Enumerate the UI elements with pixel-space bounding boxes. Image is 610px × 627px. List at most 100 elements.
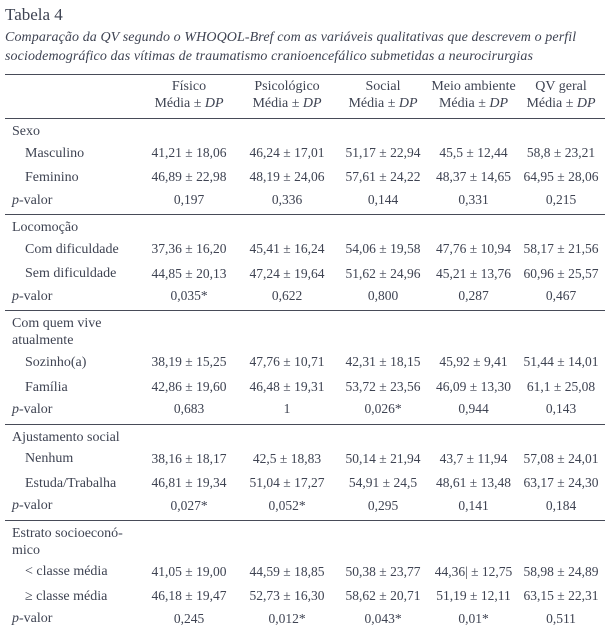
p-italic: p — [12, 498, 19, 514]
p-value-label: p-valor — [5, 287, 140, 311]
value-cell: 58,8 ± 23,21 — [526, 144, 596, 160]
value-cell: 51,19 ± 12,11 — [436, 588, 511, 604]
row-label: Sozinho(a) — [25, 355, 87, 371]
section-com-quem-vive: Com quem vive atualmente Sozinho(a) 38,1… — [5, 310, 605, 424]
value-cell: 54,91 ± 24,5 — [348, 475, 418, 491]
section-category: Com quem vive atualmente — [5, 310, 605, 352]
section-sexo: Sexo Masculino 41,21 ± 18,06 46,24 ± 17,… — [5, 117, 605, 214]
p-value-label: p-valor — [5, 400, 140, 424]
value-cell: 48,61 ± 13,48 — [436, 475, 511, 491]
value-cell: 44,59 ± 18,85 — [249, 563, 325, 579]
value-cell: 42,86 ± 19,60 — [151, 378, 227, 394]
column-header-fisico: Físico Média ± DP — [140, 74, 238, 119]
value-cell: 58,17 ± 21,56 — [523, 241, 599, 257]
p-value-row: p-valor 0,035* 0,622 0,800 0,287 0,467 — [5, 287, 605, 311]
column-label: Físico — [171, 78, 207, 94]
table-row: Estuda/Trabalha 46,81 ± 19,34 51,04 ± 17… — [5, 472, 605, 497]
p-value-cell: 1 — [283, 401, 291, 417]
value-cell: 46,24 ± 17,01 — [249, 144, 325, 160]
section-category: Locomoção — [5, 214, 605, 238]
p-value-cell: 0,245 — [173, 610, 205, 626]
p-rest: -valor — [19, 611, 53, 627]
section-category: Sexo — [5, 117, 605, 142]
p-italic: p — [12, 288, 19, 304]
value-cell: 44,36| ± 12,75 — [434, 563, 513, 579]
column-label: Psicológico — [254, 78, 320, 94]
p-rest: -valor — [19, 402, 53, 418]
table-row: Sozinho(a) 38,19 ± 15,25 47,76 ± 10,71 4… — [5, 351, 605, 376]
p-value-cell: 0,144 — [367, 191, 399, 207]
section-category-row: Locomoção — [5, 214, 605, 238]
table-caption: Comparação da QV segundo o WHOQOL-Bref c… — [5, 30, 577, 64]
comparison-table: Físico Média ± DP Psicológico Média ± DP… — [5, 73, 605, 627]
subheader-media: Média ± — [438, 96, 490, 112]
column-label: QV geral — [535, 78, 587, 94]
section-category-row: Estrato socioeconó- mico — [5, 519, 605, 561]
p-value-cell: 0,012* — [268, 610, 306, 626]
value-cell: 46,81 ± 19,34 — [151, 475, 227, 491]
subheader-dp: DP — [204, 96, 224, 112]
value-cell: 47,76 ± 10,94 — [436, 241, 511, 257]
p-value-cell: 0,511 — [546, 610, 576, 626]
table-title: Tabela 4 — [5, 5, 63, 24]
header-row: Físico Média ± DP Psicológico Média ± DP… — [5, 74, 605, 119]
value-cell: 51,17 ± 22,94 — [345, 144, 421, 160]
value-cell: 47,76 ± 10,71 — [249, 354, 325, 370]
p-value-cell: 0,287 — [458, 288, 489, 304]
value-cell: 38,16 ± 18,17 — [151, 450, 227, 466]
table-row: ≥ classe média 46,18 ± 19,47 52,73 ± 16,… — [5, 585, 605, 610]
p-value-cell: 0,331 — [458, 191, 489, 207]
value-cell: 48,37 ± 14,65 — [436, 169, 511, 185]
value-cell: 52,73 ± 16,30 — [249, 588, 325, 604]
table-row: Família 42,86 ± 19,60 46,48 ± 19,31 53,7… — [5, 376, 605, 401]
subheader-dp: DP — [576, 96, 596, 112]
value-cell: 46,89 ± 22,98 — [151, 169, 227, 185]
table-row: Masculino 41,21 ± 18,06 46,24 ± 17,01 51… — [5, 142, 605, 167]
p-value-cell: 0,043* — [364, 610, 402, 626]
p-value-cell: 0,197 — [173, 191, 205, 207]
section-category-row: Ajustamento social — [5, 423, 605, 448]
value-cell: 44,85 ± 20,13 — [151, 265, 227, 281]
table-row: Nenhum 38,16 ± 18,17 42,5 ± 18,83 50,14 … — [5, 447, 605, 472]
section-ajustamento-social: Ajustamento social Nenhum 38,16 ± 18,17 … — [5, 423, 605, 520]
value-cell: 58,62 ± 20,71 — [345, 588, 421, 604]
value-cell: 37,36 ± 16,20 — [151, 241, 227, 257]
value-cell: 38,19 ± 15,25 — [151, 354, 227, 370]
p-italic: p — [12, 611, 19, 627]
column-header-meio-ambiente: Meio ambiente Média ± DP — [430, 74, 517, 119]
p-italic: p — [12, 402, 19, 418]
value-cell: 53,72 ± 23,56 — [345, 378, 421, 394]
p-value-label: p-valor — [5, 609, 140, 627]
p-italic: p — [12, 192, 19, 208]
p-value-cell: 0,295 — [367, 497, 399, 513]
value-cell: 48,19 ± 24,06 — [249, 169, 325, 185]
subheader-dp: DP — [302, 96, 322, 112]
value-cell: 54,06 ± 19,58 — [345, 241, 421, 257]
p-value-label: p-valor — [5, 496, 140, 520]
table-row: Sem dificuldade 44,85 ± 20,13 47,24 ± 19… — [5, 262, 605, 287]
p-value-cell: 0,336 — [271, 191, 303, 207]
subheader-media: Média ± — [252, 96, 303, 112]
value-cell: 46,18 ± 19,47 — [151, 588, 227, 604]
value-cell: 50,38 ± 23,77 — [345, 563, 421, 579]
row-label: ≥ classe média — [25, 588, 108, 604]
section-category-row: Sexo — [5, 117, 605, 142]
value-cell: 51,04 ± 17,27 — [249, 475, 325, 491]
p-value-cell: 0,622 — [271, 288, 303, 304]
value-cell: 46,09 ± 13,30 — [436, 378, 511, 394]
value-cell: 50,14 ± 21,94 — [345, 450, 421, 466]
subheader-media: Média ± — [526, 96, 577, 112]
p-value-cell: 0,143 — [545, 401, 577, 417]
value-cell: 41,21 ± 18,06 — [151, 144, 227, 160]
value-cell: 45,21 ± 13,76 — [436, 265, 511, 281]
column-label: Social — [365, 78, 401, 94]
column-header-qv-geral: QV geral Média ± DP — [517, 74, 605, 119]
subheader-media: Média ± — [348, 96, 399, 112]
p-value-row: p-valor 0,245 0,012* 0,043* 0,01* 0,511 — [5, 609, 605, 627]
section-estrato-socioeconomico: Estrato socioeconó- mico < classe média … — [5, 519, 605, 627]
subheader-dp: DP — [398, 96, 418, 112]
row-label: Feminino — [25, 170, 79, 186]
p-value-cell: 0,027* — [170, 497, 208, 513]
value-cell: 45,5 ± 12,44 — [439, 144, 508, 160]
